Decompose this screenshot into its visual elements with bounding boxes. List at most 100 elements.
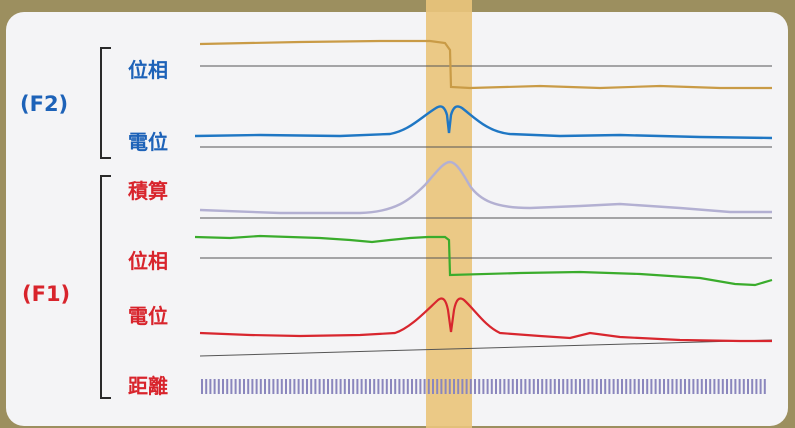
distance-tick bbox=[734, 379, 737, 394]
distance-tick bbox=[314, 379, 317, 394]
distance-tick bbox=[705, 379, 707, 394]
distance-tick bbox=[696, 379, 699, 394]
distance-tick bbox=[579, 379, 581, 394]
distance-tick bbox=[520, 379, 523, 394]
distance-tick bbox=[402, 379, 405, 394]
distance-tick bbox=[398, 379, 401, 394]
distance-tick bbox=[327, 379, 329, 394]
distance-tick bbox=[339, 379, 342, 394]
distance-tick bbox=[440, 379, 443, 394]
highlight-band bbox=[426, 0, 472, 428]
distance-tick bbox=[549, 379, 552, 394]
distance-tick bbox=[343, 379, 346, 394]
distance-tick bbox=[348, 379, 350, 394]
distance-tick bbox=[461, 379, 464, 394]
distance-tick bbox=[423, 379, 426, 394]
distance-tick bbox=[541, 379, 544, 394]
f1-potential-trace bbox=[199, 297, 772, 343]
distance-tick bbox=[621, 379, 623, 394]
distance-tick bbox=[507, 379, 510, 394]
distance-tick bbox=[595, 379, 598, 394]
distance-tick bbox=[612, 379, 615, 394]
distance-tick bbox=[352, 379, 355, 394]
distance-tick bbox=[637, 379, 640, 394]
distance-tick bbox=[381, 379, 384, 394]
row-label-f1-phase: 位相 bbox=[128, 249, 168, 273]
row-label-f2-potential: 電位 bbox=[128, 130, 168, 154]
distance-tick bbox=[545, 379, 548, 394]
distance-tick bbox=[356, 379, 359, 394]
distance-tick bbox=[738, 379, 741, 394]
distance-tick bbox=[306, 379, 308, 394]
distance-tick bbox=[322, 379, 325, 394]
distance-tick bbox=[511, 379, 514, 394]
distance-tick bbox=[671, 379, 674, 394]
distance-tick bbox=[633, 379, 636, 394]
distance-tick bbox=[742, 379, 745, 394]
distance-tick bbox=[646, 379, 649, 394]
distance-tick bbox=[280, 379, 283, 394]
distance-tick bbox=[234, 379, 237, 394]
distance-tick bbox=[427, 379, 430, 394]
distance-ticks bbox=[201, 379, 766, 394]
distance-tick bbox=[238, 379, 241, 394]
distance-tick bbox=[369, 379, 371, 394]
distance-tick bbox=[747, 379, 749, 394]
f2-bracket bbox=[100, 47, 111, 159]
distance-tick bbox=[251, 379, 254, 394]
distance-tick bbox=[285, 379, 287, 394]
distance-tick bbox=[751, 379, 754, 394]
distance-tick bbox=[709, 379, 712, 394]
distance-tick bbox=[654, 379, 657, 394]
distance-tick bbox=[432, 379, 434, 394]
distance-tick bbox=[272, 379, 275, 394]
distance-tick bbox=[574, 379, 577, 394]
f1-integral-trace bbox=[199, 160, 772, 215]
distance-tick bbox=[755, 379, 758, 394]
distance-tick bbox=[264, 379, 266, 394]
distance-tick bbox=[616, 379, 619, 394]
f2-potential-trace bbox=[194, 105, 773, 140]
distance-tick bbox=[289, 379, 292, 394]
distance-tick bbox=[436, 379, 439, 394]
f1-bracket bbox=[100, 175, 111, 399]
distance-tick bbox=[226, 379, 229, 394]
distance-tick bbox=[604, 379, 607, 394]
distance-tick bbox=[667, 379, 670, 394]
distance-tick bbox=[486, 379, 489, 394]
distance-tick bbox=[385, 379, 388, 394]
distance-tick bbox=[390, 379, 392, 394]
distance-tick bbox=[364, 379, 367, 394]
distance-tick bbox=[675, 379, 678, 394]
distance-tick bbox=[490, 379, 493, 394]
f1-phase-trace bbox=[194, 234, 773, 287]
distance-tick bbox=[478, 379, 481, 394]
distance-tick bbox=[532, 379, 535, 394]
distance-tick bbox=[205, 379, 208, 394]
diagram-panel bbox=[6, 12, 788, 426]
distance-tick bbox=[650, 379, 653, 394]
distance-tick bbox=[301, 379, 304, 394]
distance-tick bbox=[201, 379, 203, 394]
distance-tick bbox=[230, 379, 233, 394]
group-label-f1: (F1) bbox=[22, 282, 71, 306]
distance-tick bbox=[318, 379, 321, 394]
distance-tick bbox=[495, 379, 497, 394]
distance-tick bbox=[679, 379, 682, 394]
distance-tick bbox=[247, 379, 250, 394]
distance-tick bbox=[700, 379, 703, 394]
distance-tick bbox=[474, 379, 476, 394]
distance-tick bbox=[268, 379, 271, 394]
distance-tick bbox=[684, 379, 686, 394]
distance-tick bbox=[419, 379, 422, 394]
distance-tick bbox=[482, 379, 485, 394]
distance-tick bbox=[663, 379, 665, 394]
distance-tick bbox=[448, 379, 451, 394]
distance-tick bbox=[293, 379, 296, 394]
distance-tick bbox=[713, 379, 716, 394]
distance-tick bbox=[453, 379, 455, 394]
distance-tick bbox=[566, 379, 569, 394]
distance-tick bbox=[528, 379, 531, 394]
